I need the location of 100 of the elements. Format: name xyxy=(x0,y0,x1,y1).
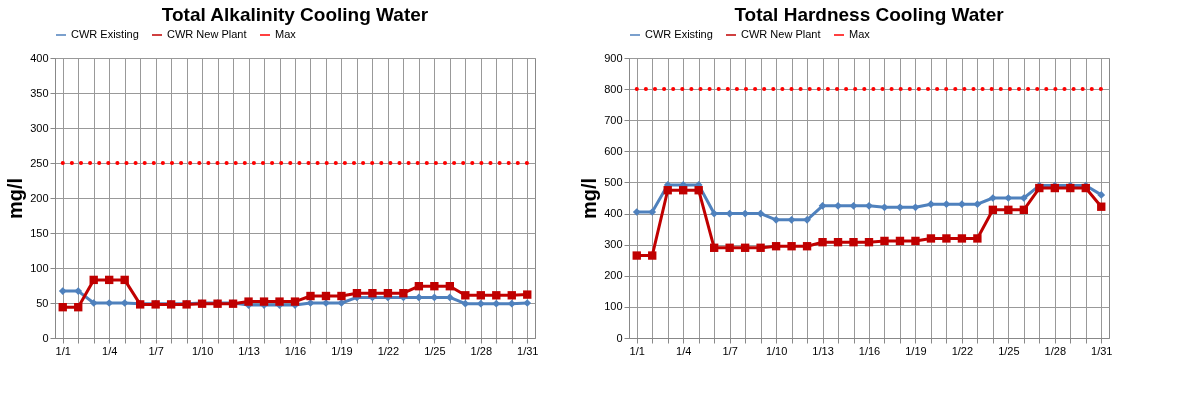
chart-title: Total Hardness Cooling Water xyxy=(734,4,1005,25)
x-tick-label: 1/1 xyxy=(55,344,71,357)
point xyxy=(694,186,703,195)
point xyxy=(507,291,516,300)
y-axis-title: mg/l xyxy=(578,177,601,220)
x-tick-label: 1/16 xyxy=(284,344,307,357)
y-tick-label: 400 xyxy=(30,51,49,64)
x-tick-label: 1/7 xyxy=(722,344,738,357)
x-tick-label: 1/28 xyxy=(1044,344,1067,357)
y-tick-label: 0 xyxy=(616,331,623,344)
x-tick-label: 1/25 xyxy=(424,344,446,357)
point xyxy=(1004,205,1013,215)
point xyxy=(772,215,780,224)
x-tick-label: 1/13 xyxy=(812,344,834,357)
point xyxy=(58,287,67,295)
point xyxy=(368,289,377,298)
point xyxy=(290,297,300,306)
legend-label: Max xyxy=(849,28,871,40)
point xyxy=(895,236,905,246)
point xyxy=(709,243,719,252)
point xyxy=(787,242,796,251)
point xyxy=(740,243,750,252)
point xyxy=(648,251,657,260)
y-tick-label: 200 xyxy=(30,191,49,204)
legend-label: CWR New Plant xyxy=(167,28,247,40)
point xyxy=(880,203,889,212)
point xyxy=(89,299,98,307)
x-tick-label: 1/7 xyxy=(148,344,164,357)
x-tick-label: 1/22 xyxy=(377,344,400,357)
x-tick-label: 1/19 xyxy=(331,344,353,357)
point xyxy=(120,275,129,285)
point xyxy=(476,291,485,300)
chart-title: Total Alkalinity Cooling Water xyxy=(161,4,429,25)
point xyxy=(988,205,998,215)
point xyxy=(648,208,657,216)
point xyxy=(337,291,346,301)
point xyxy=(787,215,796,224)
point xyxy=(414,282,424,291)
point xyxy=(864,237,874,247)
y-tick-label: 250 xyxy=(30,156,49,169)
point xyxy=(1097,202,1106,211)
y-tick-label: 350 xyxy=(30,86,49,99)
point xyxy=(973,234,982,243)
y-tick-label: 150 xyxy=(30,226,49,239)
point xyxy=(461,299,470,308)
point xyxy=(942,234,951,243)
y-tick-label: 800 xyxy=(604,82,623,95)
point xyxy=(74,303,83,312)
point xyxy=(725,243,734,252)
point xyxy=(1019,205,1029,215)
point xyxy=(74,287,83,295)
point xyxy=(58,303,67,312)
point xyxy=(989,194,997,202)
x-tick-label: 1/16 xyxy=(858,344,881,357)
point xyxy=(849,237,858,247)
point xyxy=(679,186,688,195)
point xyxy=(926,234,936,243)
x-tick-label: 1/4 xyxy=(676,344,692,357)
y-tick-label: 500 xyxy=(604,175,623,188)
y-tick-label: 50 xyxy=(36,296,49,309)
point xyxy=(911,203,920,212)
legend-label: Max xyxy=(275,28,297,40)
x-tick-label: 1/19 xyxy=(905,344,927,357)
point xyxy=(865,201,873,210)
point xyxy=(523,290,532,299)
point xyxy=(492,291,501,300)
point xyxy=(927,200,935,209)
point xyxy=(834,201,842,210)
point xyxy=(958,200,966,209)
point xyxy=(756,243,765,252)
y-tick-label: 100 xyxy=(30,261,49,274)
point xyxy=(275,297,284,306)
point xyxy=(399,289,408,298)
point xyxy=(942,200,951,209)
point xyxy=(415,293,423,302)
y-tick-label: 200 xyxy=(604,269,623,282)
x-tick-label: 1/10 xyxy=(191,344,214,357)
x-tick-label: 1/31 xyxy=(1091,344,1113,357)
point xyxy=(523,299,532,307)
y-tick-label: 900 xyxy=(604,51,623,64)
point xyxy=(957,234,967,243)
y-tick-label: 300 xyxy=(604,238,623,251)
y-tick-label: 700 xyxy=(604,113,623,126)
point xyxy=(352,289,362,298)
point xyxy=(818,201,827,210)
x-tick-label: 1/31 xyxy=(517,344,539,357)
point xyxy=(632,208,641,216)
point xyxy=(973,200,982,209)
point xyxy=(849,201,858,210)
point xyxy=(89,275,98,285)
y-tick-label: 400 xyxy=(604,207,623,220)
y-tick-label: 300 xyxy=(30,121,49,134)
point xyxy=(663,186,672,195)
point xyxy=(259,297,269,306)
point xyxy=(880,236,889,246)
y-tick-label: 600 xyxy=(604,144,623,157)
x-tick-label: 1/25 xyxy=(998,344,1020,357)
point xyxy=(911,236,920,246)
point xyxy=(818,237,827,247)
point xyxy=(306,291,315,301)
